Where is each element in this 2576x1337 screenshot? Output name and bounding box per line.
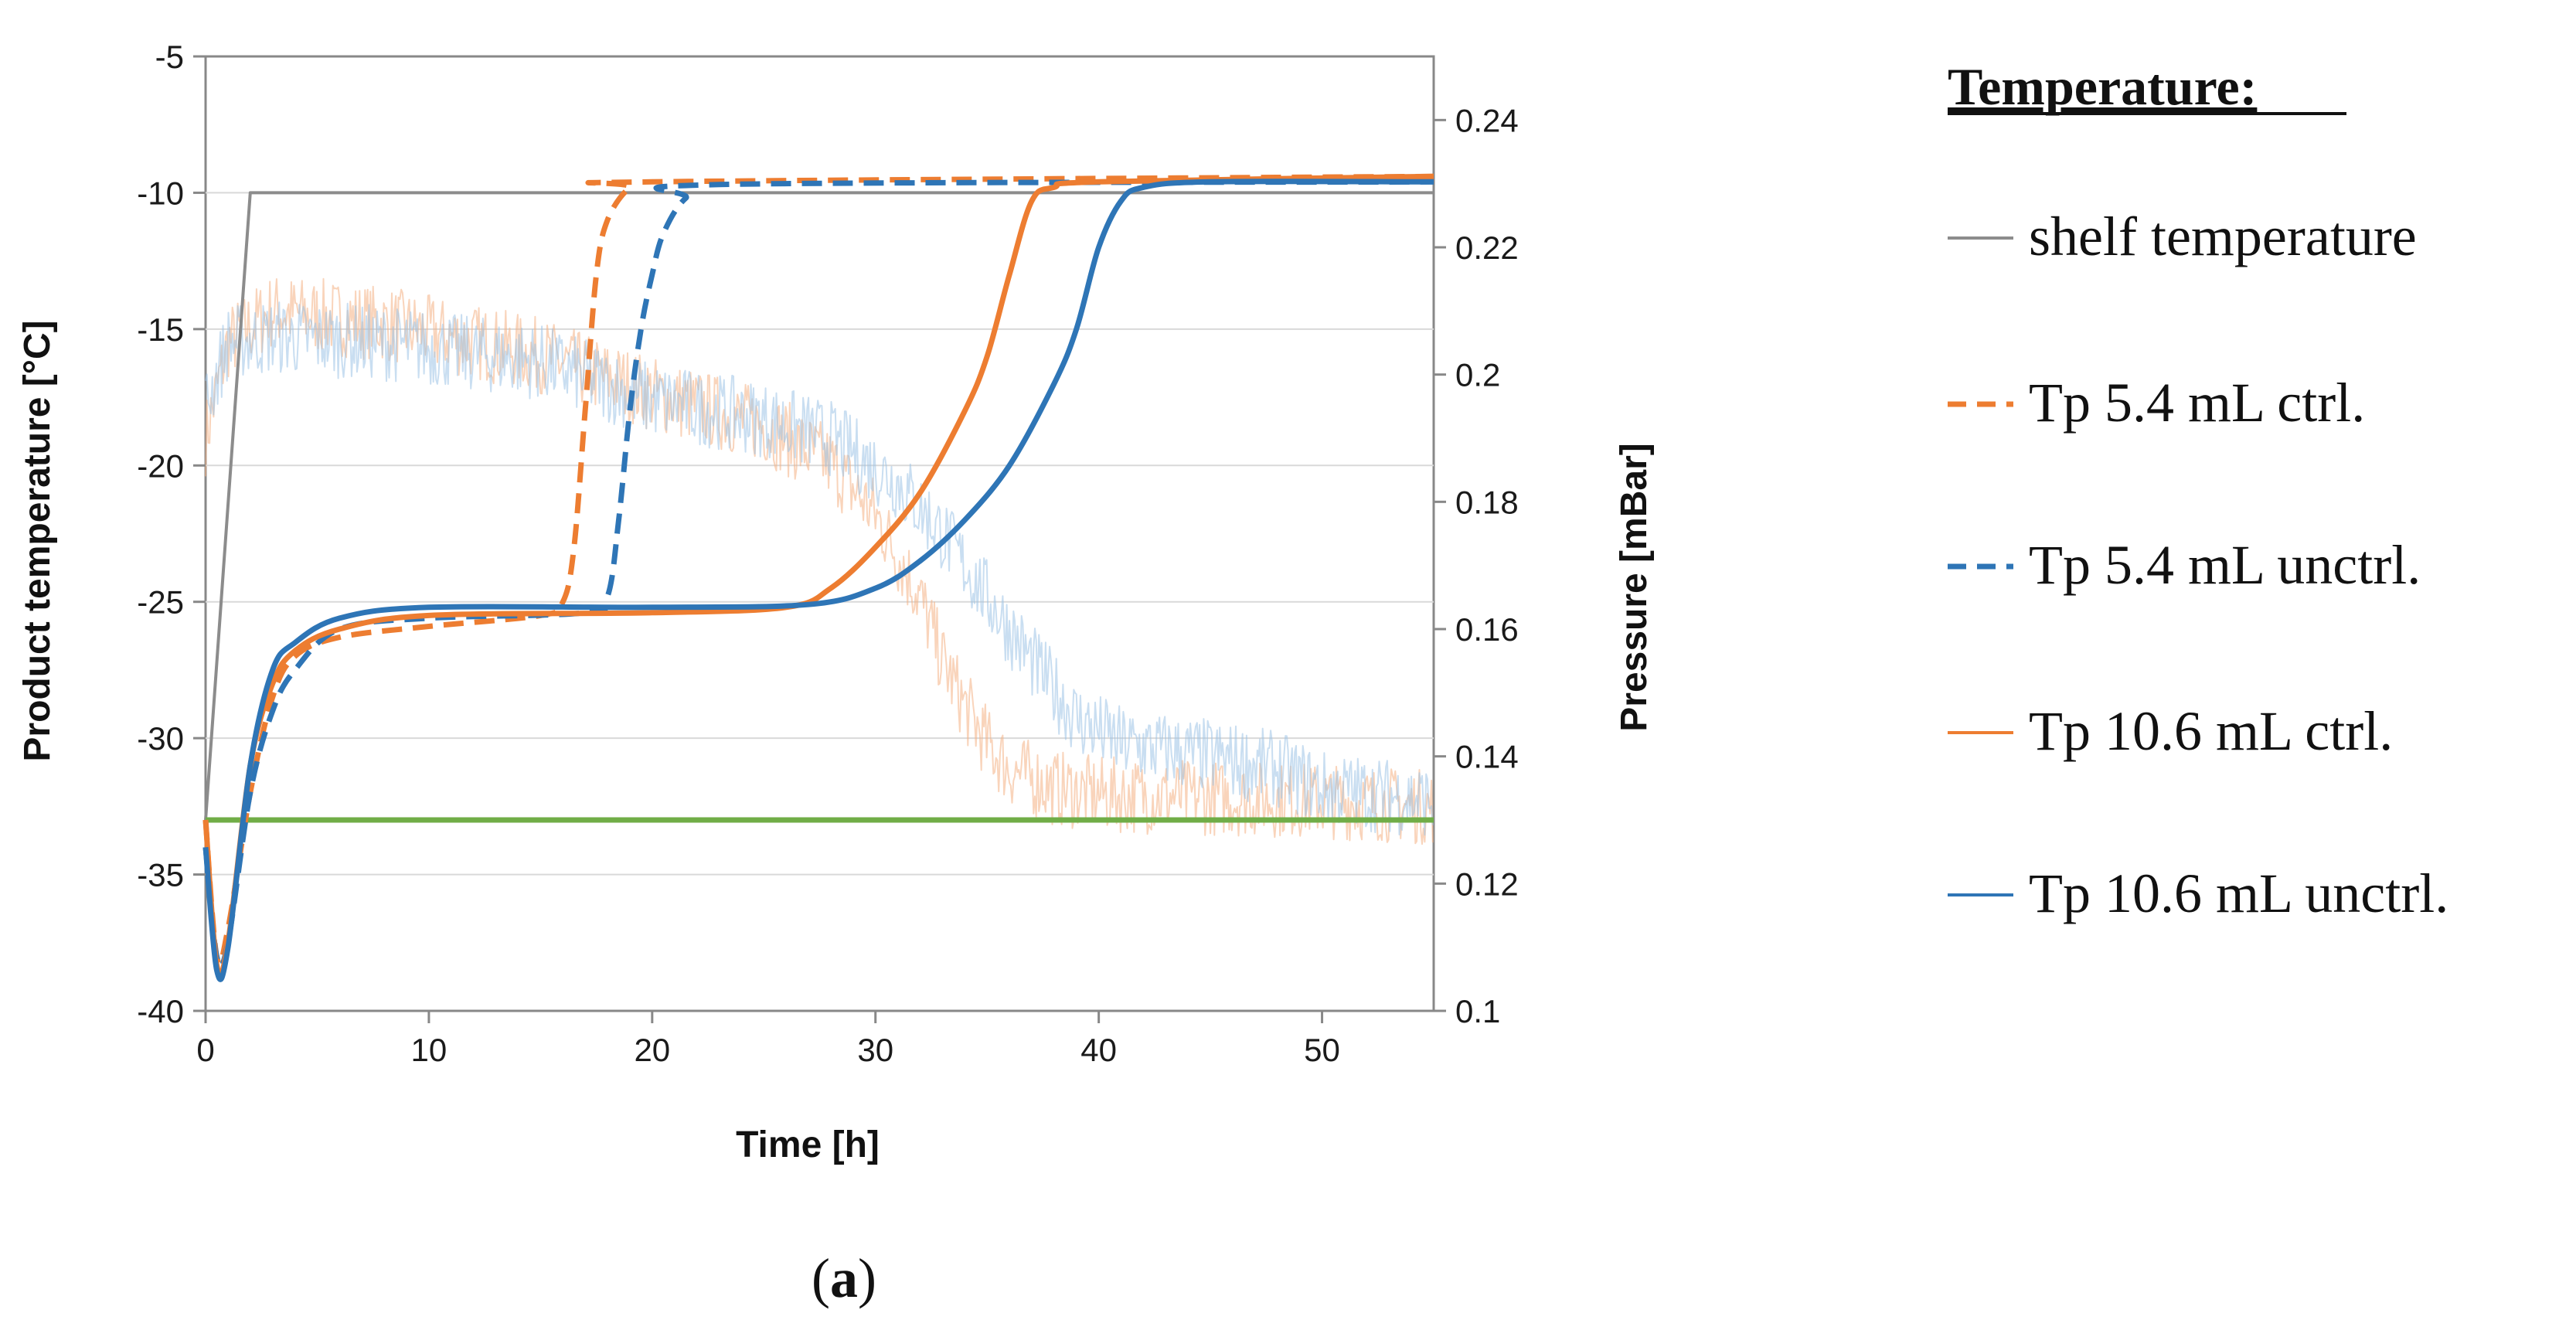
series-line-tp106ctrl — [202, 173, 1434, 978]
y2-tick-label: 0.16 — [1455, 611, 1519, 648]
plot-frame — [204, 55, 1435, 1012]
series-line-pressure_unctrl — [205, 301, 1434, 836]
x-tick-label: 0 — [196, 1032, 214, 1068]
legend-item-tp54unctrl: Tp 5.4 mL unctrl. — [1948, 534, 2421, 596]
legend-item-shelf: shelf temperature — [1948, 206, 2417, 267]
x-tick-label: 30 — [857, 1032, 893, 1068]
legend-item-tp54ctrl: Tp 5.4 mL ctrl. — [1948, 372, 2365, 434]
legend-item-tp106ctrl: Tp 10.6 mL ctrl. — [1948, 700, 2393, 762]
y-tick-label: -30 — [137, 720, 184, 757]
series-line-shelf — [204, 191, 1434, 821]
series-line-tp54unctrl — [202, 179, 1434, 969]
y-axis-title: Product temperature [°C] — [17, 320, 58, 761]
y2-axis-title: Pressure [mBar] — [1614, 443, 1655, 732]
x-tick-label: 10 — [411, 1032, 447, 1068]
y2-tick-label: 0.18 — [1455, 484, 1519, 520]
legend: Temperature: shelf temperature Tp 5.4 mL … — [1948, 57, 2448, 924]
y2-axis-ticks: 0.24 0.22 0.2 0.18 0.16 0.14 0.12 0.1 — [1434, 102, 1519, 1029]
x-axis-title: Time [h] — [736, 1124, 880, 1165]
legend-label: Tp 5.4 mL ctrl. — [2029, 372, 2365, 434]
x-axis-ticks: 0 10 20 30 40 50 — [196, 1011, 1340, 1068]
plot-area — [202, 55, 1435, 1012]
y2-tick-label: 0.12 — [1455, 866, 1519, 902]
y2-tick-label: 0.2 — [1455, 357, 1500, 393]
legend-label: Tp 10.6 mL unctrl. — [2029, 862, 2448, 924]
y-tick-label: -5 — [155, 39, 184, 75]
series-line-tp106unctrl — [202, 179, 1434, 982]
legend-item-tp106unctrl: Tp 10.6 mL unctrl. — [1948, 862, 2448, 924]
y2-tick-label: 0.14 — [1455, 739, 1519, 775]
x-tick-label: 40 — [1080, 1032, 1117, 1068]
y-tick-label: -10 — [137, 175, 184, 211]
y-tick-label: -20 — [137, 447, 184, 484]
series-line-tp54ctrl — [202, 173, 1434, 967]
y-axis-ticks: -5 -10 -15 -20 -25 -30 -35 -40 — [137, 39, 206, 1029]
legend-label: Tp 5.4 mL unctrl. — [2029, 534, 2421, 596]
series-layer — [202, 173, 1434, 982]
legend-title: Temperature: — [1948, 57, 2257, 116]
figure-caption: (a) — [812, 1247, 876, 1309]
legend-label: shelf temperature — [2029, 206, 2417, 267]
y-tick-label: -25 — [137, 584, 184, 621]
y-tick-label: -15 — [137, 311, 184, 348]
y2-tick-label: 0.24 — [1455, 102, 1519, 138]
legend-label: Tp 10.6 mL ctrl. — [2029, 700, 2393, 762]
y2-tick-label: 0.1 — [1455, 993, 1500, 1029]
x-tick-label: 20 — [634, 1032, 670, 1068]
y-tick-label: -35 — [137, 857, 184, 893]
y2-tick-label: 0.22 — [1455, 230, 1519, 266]
y-tick-label: -40 — [137, 993, 184, 1029]
x-tick-label: 50 — [1304, 1032, 1340, 1068]
